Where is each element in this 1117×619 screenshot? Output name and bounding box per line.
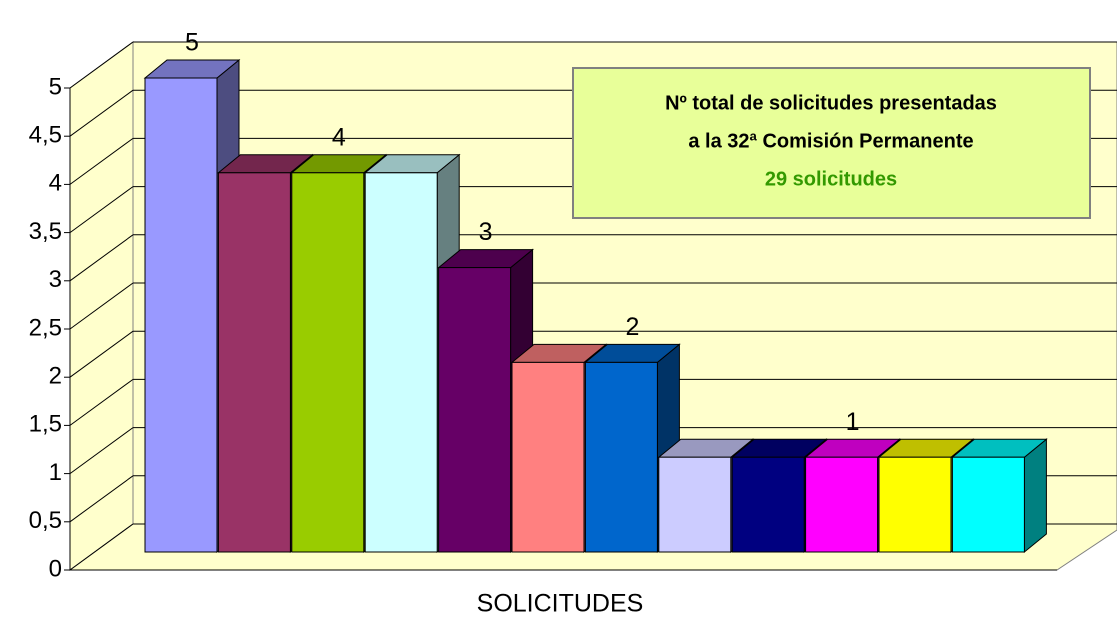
bar [291,172,365,553]
bar-side [1023,438,1047,554]
grid-line [69,234,134,282]
bar [511,361,585,553]
y-tick-label: 5 [49,73,62,100]
bar [731,456,805,553]
annotation-text: 29 solicitudes [765,168,897,190]
grid-line [69,523,134,571]
y-tick-label: 0,5 [29,507,62,534]
grid-line [69,282,134,330]
y-tick-label: 2 [49,363,62,390]
data-label: 1 [846,408,860,436]
y-tick-label: 1,5 [29,411,62,438]
y-tick-label: 4,5 [29,122,62,149]
y-tick-label: 1 [49,459,62,486]
data-label: 2 [625,313,639,341]
bar [584,361,658,553]
y-tick-label: 3 [49,266,62,293]
grid-line [69,186,134,234]
grid-line [69,137,134,185]
y-tick-label: 2,5 [29,314,62,341]
grid-line [69,89,134,137]
bar [438,267,512,553]
annotation-box [572,67,1091,219]
bar [805,456,879,553]
bar [951,456,1025,553]
bar [217,172,291,553]
annotation-text: Nº total de solicitudes presentadas [665,92,997,114]
grid-line [69,330,134,378]
grid-line [69,378,134,426]
grid-line [69,427,134,475]
data-label: 5 [185,29,199,57]
bar [658,456,732,553]
y-tick-label: 3,5 [29,218,62,245]
bar [144,77,218,553]
x-category-label: SOLICITUDES [477,590,644,618]
data-label: 4 [332,123,346,151]
grid-line [69,41,134,89]
bar [878,456,952,553]
data-label: 3 [479,218,493,246]
y-tick-label: 0 [49,555,62,582]
grid-line [69,475,134,523]
bar [364,172,438,553]
y-tick-label: 4 [49,170,62,197]
annotation-text: a la 32ª Comisión Permanente [688,130,973,152]
